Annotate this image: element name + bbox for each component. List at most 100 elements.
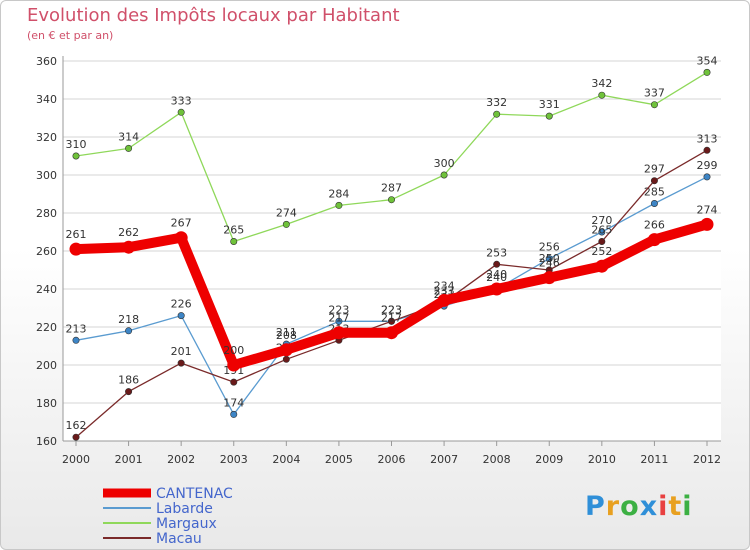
data-label: 223 xyxy=(328,303,349,316)
data-point xyxy=(174,231,188,245)
y-tick-label: 240 xyxy=(36,283,57,296)
logo-letter: P xyxy=(585,491,606,522)
y-tick-label: 200 xyxy=(36,359,57,372)
data-point xyxy=(595,259,609,273)
y-tick-label: 160 xyxy=(36,435,57,448)
data-label: 270 xyxy=(591,214,612,227)
data-point xyxy=(440,171,448,179)
data-label: 233 xyxy=(434,284,455,297)
x-tick-label: 2009 xyxy=(535,453,563,466)
data-label: 201 xyxy=(171,345,192,358)
data-label: 265 xyxy=(591,224,612,237)
x-tick-label: 2005 xyxy=(325,453,353,466)
data-point xyxy=(72,433,80,441)
data-label: 333 xyxy=(171,94,192,107)
legend-label-labarde: Labarde xyxy=(156,501,213,517)
data-label: 234 xyxy=(434,279,455,292)
data-point xyxy=(69,242,83,256)
data-label: 223 xyxy=(381,303,402,316)
data-point xyxy=(332,326,346,340)
data-point xyxy=(545,112,553,120)
x-tick-label: 2001 xyxy=(115,453,143,466)
data-point xyxy=(490,282,504,296)
y-tick-label: 180 xyxy=(36,397,57,410)
data-label: 162 xyxy=(66,419,87,432)
data-point xyxy=(230,410,238,418)
data-label: 274 xyxy=(697,203,718,216)
data-label: 313 xyxy=(697,132,718,145)
y-tick-label: 360 xyxy=(36,55,57,68)
chart-subtitle: (en € et par an) xyxy=(27,29,114,42)
data-label: 256 xyxy=(539,241,560,254)
data-point xyxy=(72,336,80,344)
x-tick-label: 2002 xyxy=(167,453,195,466)
x-tick-label: 2003 xyxy=(220,453,248,466)
data-point xyxy=(542,271,556,285)
data-point xyxy=(385,326,398,340)
y-tick-label: 340 xyxy=(36,93,57,106)
data-label: 266 xyxy=(644,219,665,232)
data-label: 262 xyxy=(118,226,139,239)
data-label: 261 xyxy=(66,228,87,241)
x-tick-label: 2000 xyxy=(62,453,90,466)
data-label: 310 xyxy=(66,138,87,151)
data-label: 342 xyxy=(591,77,612,90)
legend-label-macau: Macau xyxy=(156,531,202,547)
chart-title: Evolution des Impôts locaux par Habitant xyxy=(27,5,400,26)
data-label: 226 xyxy=(171,298,192,311)
logo-letter: o xyxy=(620,491,640,522)
data-point xyxy=(703,173,711,181)
x-tick-label: 2011 xyxy=(640,453,668,466)
data-point xyxy=(700,217,714,231)
data-point xyxy=(703,68,711,76)
data-point xyxy=(493,260,501,268)
x-tick-label: 2004 xyxy=(272,453,300,466)
data-point xyxy=(387,317,395,325)
x-tick-label: 2008 xyxy=(483,453,511,466)
plot-area xyxy=(63,56,721,441)
data-label: 331 xyxy=(539,98,560,111)
data-label: 246 xyxy=(539,257,560,270)
data-point xyxy=(437,293,451,307)
data-label: 265 xyxy=(223,224,244,237)
x-tick-label: 2012 xyxy=(693,453,721,466)
y-tick-label: 260 xyxy=(36,245,57,258)
legend-label-margaux: Margaux xyxy=(156,516,217,532)
logo-letter: x xyxy=(639,491,659,522)
data-label: 297 xyxy=(644,163,665,176)
data-point xyxy=(545,255,553,263)
data-label: 284 xyxy=(328,187,349,200)
data-label: 274 xyxy=(276,206,297,219)
data-point xyxy=(493,110,501,118)
data-point xyxy=(125,144,133,152)
y-tick-label: 280 xyxy=(36,207,57,220)
data-point xyxy=(230,238,238,246)
data-label: 354 xyxy=(697,54,718,67)
data-label: 213 xyxy=(66,322,87,335)
data-label: 240 xyxy=(486,268,507,281)
proxiti-logo: Proxiti xyxy=(585,491,693,522)
y-tick-label: 320 xyxy=(36,131,57,144)
data-label: 174 xyxy=(223,396,244,409)
data-point xyxy=(125,388,133,396)
data-label: 314 xyxy=(118,130,139,143)
data-label: 200 xyxy=(223,344,244,357)
data-point xyxy=(122,240,136,254)
data-label: 240 xyxy=(486,271,507,284)
data-point xyxy=(647,233,661,247)
data-label: 267 xyxy=(171,217,192,230)
data-label: 299 xyxy=(697,159,718,172)
y-tick-label: 220 xyxy=(36,321,57,334)
data-point xyxy=(598,238,606,246)
logo-letter: i xyxy=(658,491,669,522)
data-label: 250 xyxy=(539,252,560,265)
data-point xyxy=(598,228,606,236)
data-label: 223 xyxy=(381,303,402,316)
data-label: 300 xyxy=(434,157,455,170)
data-point xyxy=(650,101,658,109)
data-label: 252 xyxy=(591,245,612,258)
legend-label-cantenac: CANTENAC xyxy=(156,486,233,502)
data-point xyxy=(282,220,290,228)
data-point xyxy=(125,327,133,335)
